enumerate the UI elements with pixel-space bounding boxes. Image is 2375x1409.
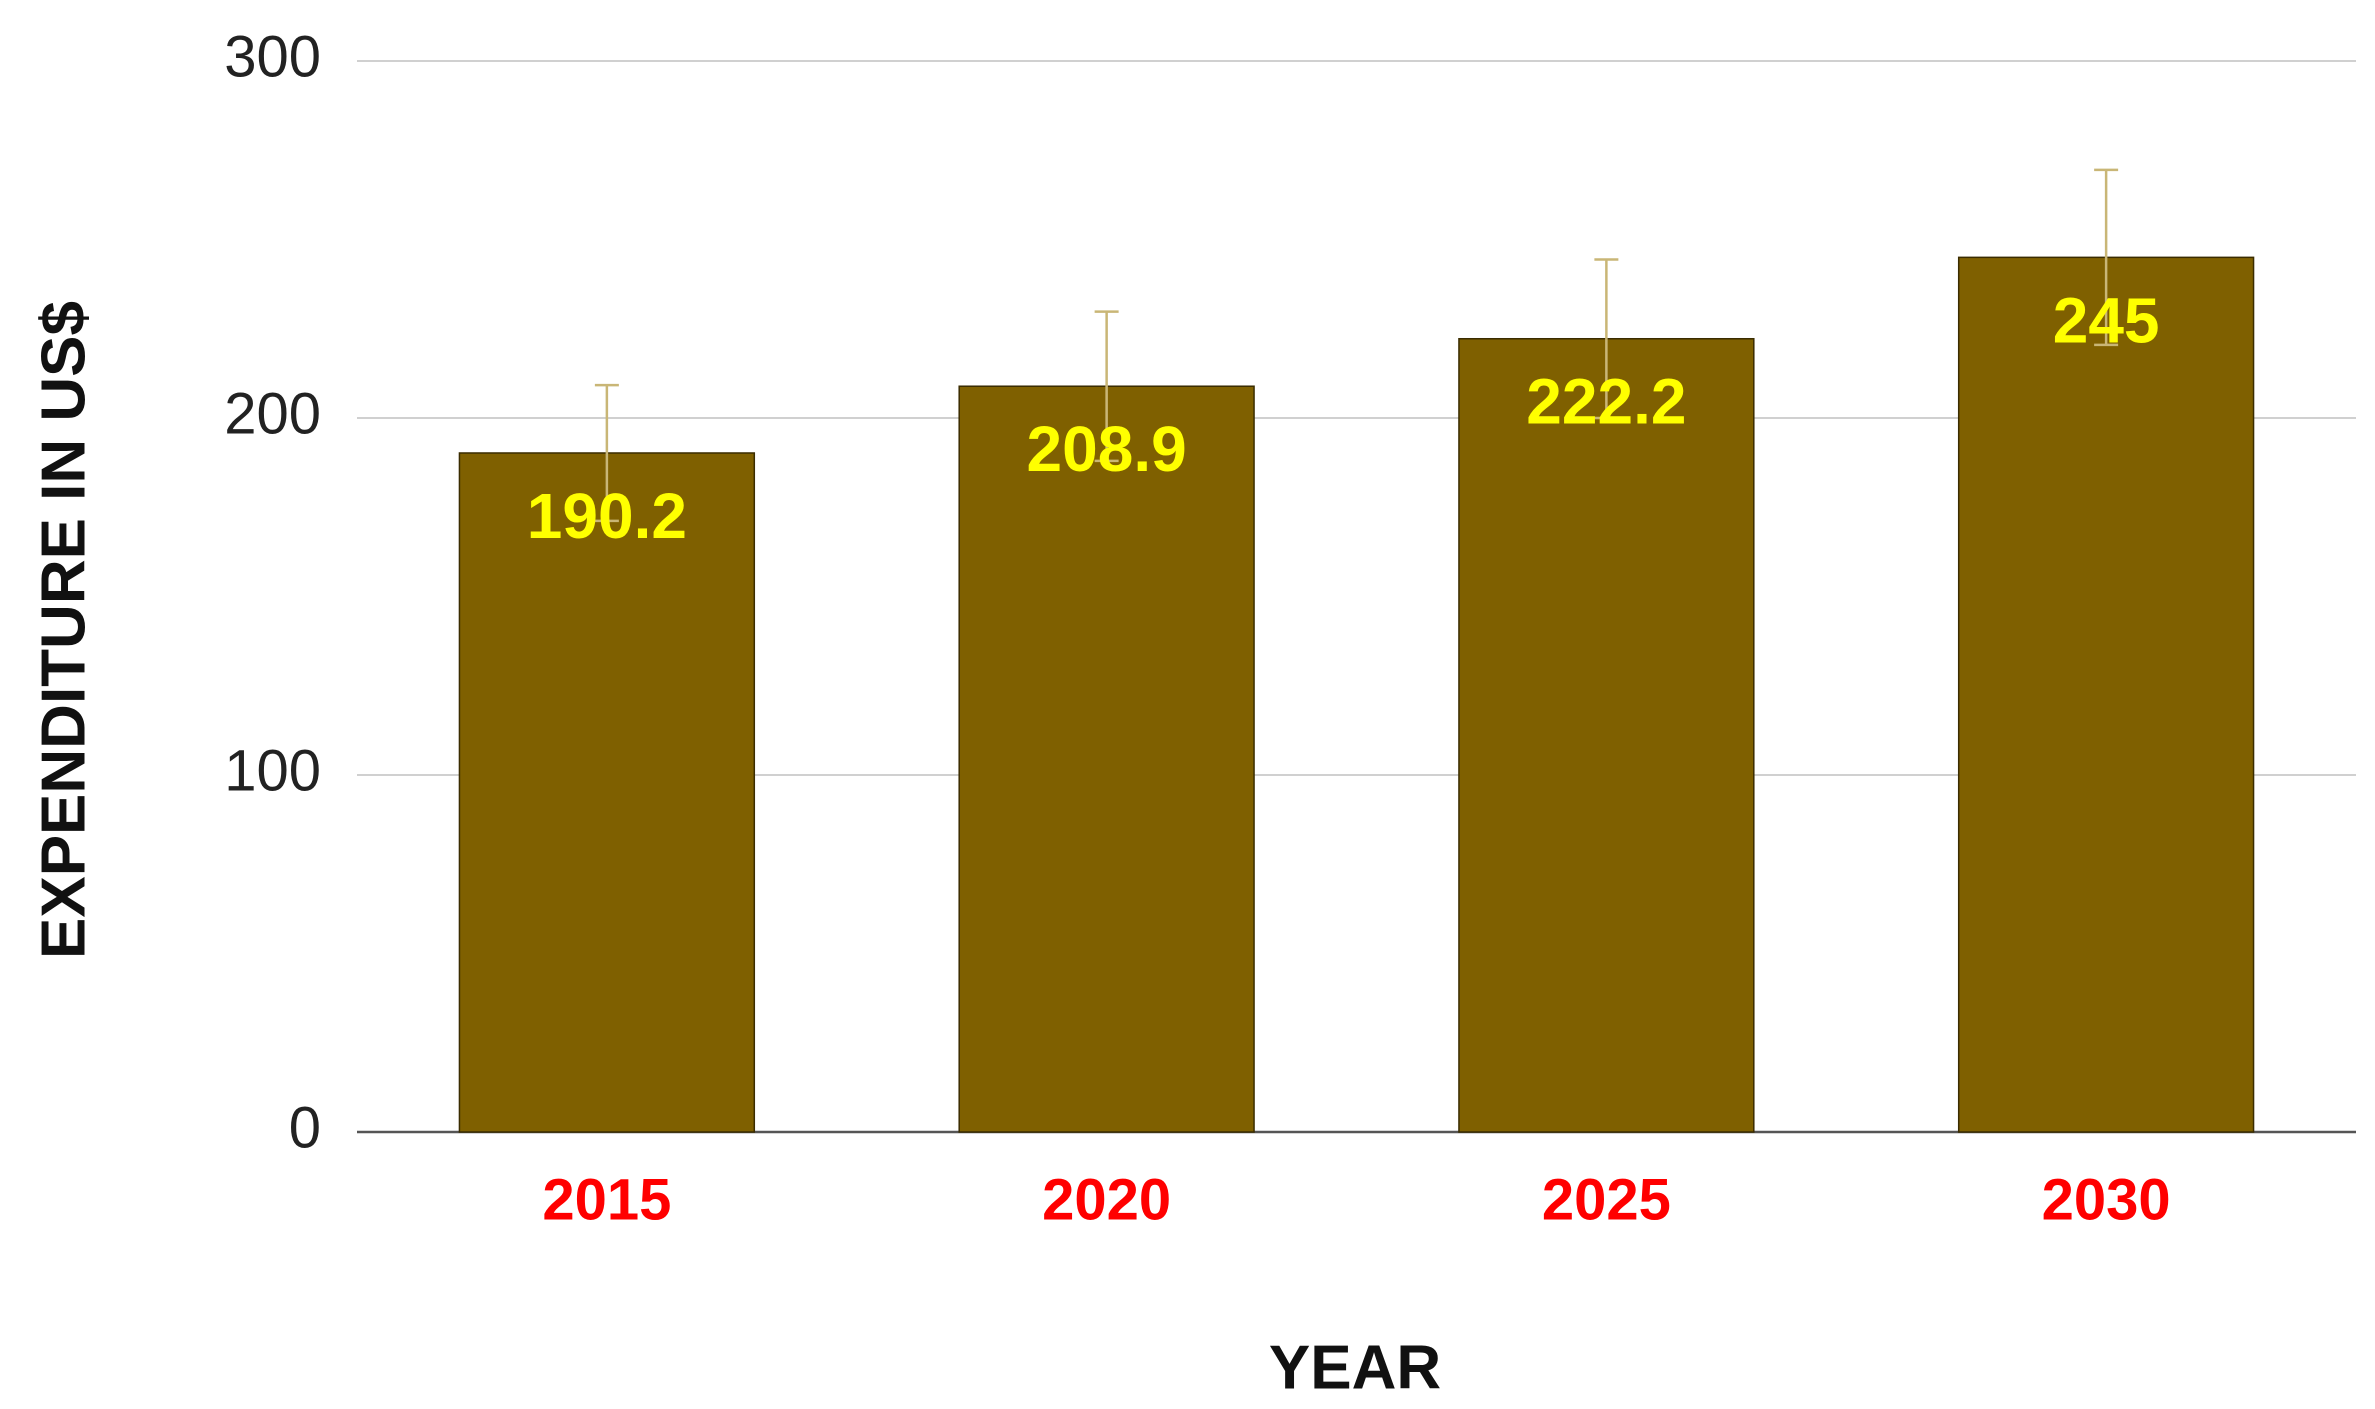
value-label: 208.9: [1027, 413, 1187, 485]
y-tick-label: 300: [224, 24, 321, 89]
bar: [458, 452, 756, 1133]
x-tick-label: 2030: [2042, 1167, 2171, 1232]
error-bar: [594, 383, 619, 523]
y-axis-title: EXPENDITURE IN US$: [29, 301, 98, 959]
x-tick-label: 2025: [1542, 1167, 1671, 1232]
value-label: 190.2: [527, 480, 687, 552]
value-label: 245: [2053, 284, 2160, 356]
error-bar: [1594, 258, 1619, 420]
bar: [1957, 256, 2255, 1133]
value-label: 222.2: [1526, 366, 1686, 438]
y-tick-label: 0: [289, 1095, 321, 1160]
error-bar: [2094, 168, 2119, 347]
x-tick-label: 2015: [542, 1167, 671, 1232]
bar: [958, 385, 1255, 1133]
bar: [1458, 337, 1755, 1133]
error-bar: [1094, 310, 1119, 463]
x-tick-label: 2020: [1042, 1167, 1171, 1232]
y-tick-label: 200: [224, 381, 321, 446]
y-tick-label: 100: [224, 738, 321, 803]
x-axis-title: YEAR: [1269, 1333, 1441, 1402]
